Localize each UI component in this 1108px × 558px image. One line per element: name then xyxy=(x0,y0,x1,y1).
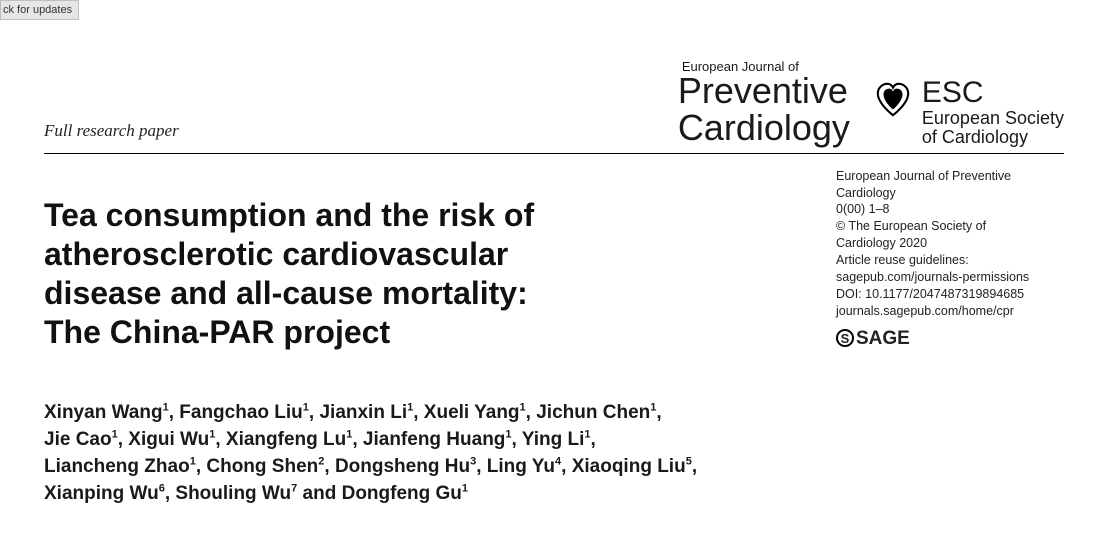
meta-journal-line2: Cardiology xyxy=(836,185,1064,202)
author: Xiangfeng Lu1 xyxy=(226,429,352,450)
paper-type-label: Full research paper xyxy=(44,121,179,147)
meta-issue: 0(00) 1–8 xyxy=(836,201,1064,218)
author-list: Xinyan Wang1, Fangchao Liu1, Jianxin Li1… xyxy=(44,400,744,508)
society-block: ESC European Society of Cardiology xyxy=(874,77,1064,146)
title-line-2: atherosclerotic cardiovascular xyxy=(44,235,796,274)
brand-block: European Journal of Preventive Cardiolog… xyxy=(678,60,1064,147)
author: Shouling Wu7 xyxy=(175,483,297,504)
check-updates-badge[interactable]: ck for updates xyxy=(0,0,79,20)
author: Xinyan Wang1 xyxy=(44,402,169,423)
title-line-1: Tea consumption and the risk of xyxy=(44,196,796,235)
publisher-logo: SSAGE xyxy=(836,326,1064,352)
author: Dongfeng Gu1 xyxy=(342,483,468,504)
meta-column: European Journal of Preventive Cardiolog… xyxy=(836,168,1064,352)
author: Liancheng Zhao1 xyxy=(44,456,196,477)
title-column: Tea consumption and the risk of atherosc… xyxy=(44,168,796,352)
author: Jichun Chen1 xyxy=(536,402,656,423)
author: Ling Yu4 xyxy=(487,456,561,477)
meta-reuse-label: Article reuse guidelines: xyxy=(836,252,1064,269)
author: Ying Li1 xyxy=(522,429,591,450)
author: Fangchao Liu1 xyxy=(179,402,309,423)
meta-reuse-link: sagepub.com/journals-permissions xyxy=(836,269,1064,286)
journal-name: European Journal of Preventive Cardiolog… xyxy=(678,60,850,147)
journal-title-line1: Preventive xyxy=(678,73,850,110)
body-row: Tea consumption and the risk of atherosc… xyxy=(44,168,1064,352)
meta-home-link: journals.sagepub.com/home/cpr xyxy=(836,303,1064,320)
article-title: Tea consumption and the risk of atherosc… xyxy=(44,196,796,352)
publisher-name: SAGE xyxy=(856,326,910,352)
title-line-3: disease and all-cause mortality: xyxy=(44,274,796,313)
author: Xiaoqing Liu5 xyxy=(572,456,692,477)
meta-doi: DOI: 10.1177/2047487319894685 xyxy=(836,286,1064,303)
title-line-4: The China-PAR project xyxy=(44,313,796,352)
author: Jie Cao1 xyxy=(44,429,118,450)
heart-icon xyxy=(874,81,912,119)
society-full-line2: of Cardiology xyxy=(922,128,1064,147)
author: Jianxin Li1 xyxy=(319,402,413,423)
meta-copyright-line1: © The European Society of xyxy=(836,218,1064,235)
author: Chong Shen2 xyxy=(206,456,324,477)
journal-title-line2: Cardiology xyxy=(678,110,850,147)
author: Jianfeng Huang1 xyxy=(363,429,512,450)
meta-copyright-line2: Cardiology 2020 xyxy=(836,235,1064,252)
author: Xigui Wu1 xyxy=(128,429,215,450)
header-row: Full research paper European Journal of … xyxy=(44,0,1064,154)
society-abbrev: ESC xyxy=(922,77,1064,109)
author: Dongsheng Hu3 xyxy=(335,456,476,477)
society-full-line1: European Society xyxy=(922,109,1064,128)
meta-journal-line1: European Journal of Preventive xyxy=(836,168,1064,185)
author: Xueli Yang1 xyxy=(424,402,526,423)
author: Xianping Wu6 xyxy=(44,483,165,504)
sage-s-icon: S xyxy=(836,329,854,347)
